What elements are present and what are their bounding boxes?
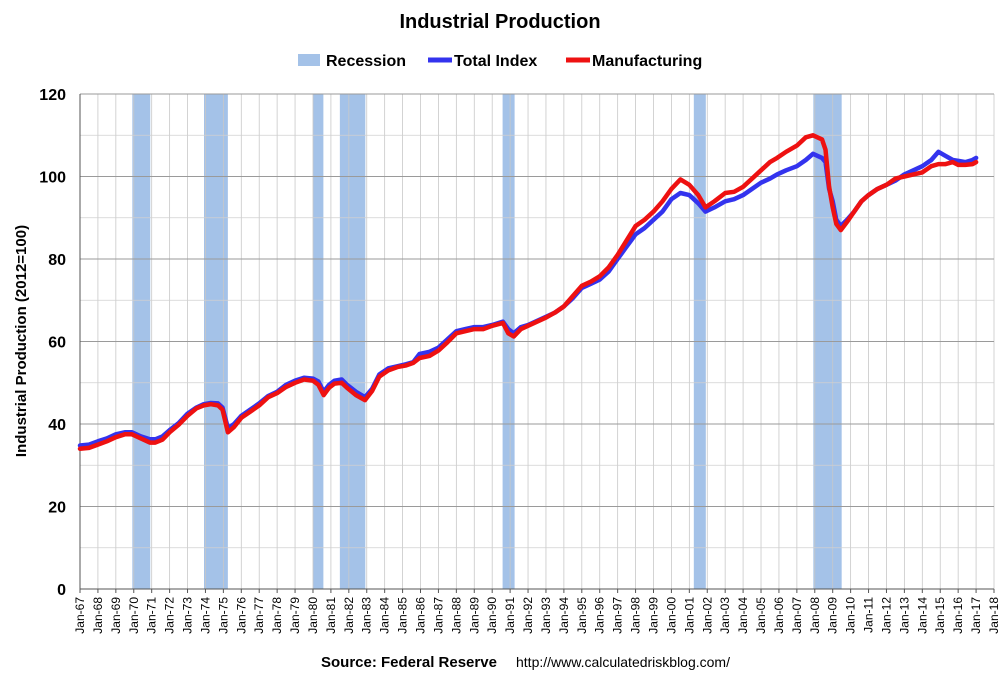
y-tick-labels: 0 20 40 60 80 100 120 (39, 87, 66, 599)
axes (79, 94, 995, 593)
x-tick-label: Jan-84 (378, 597, 392, 634)
x-tick-label: Jan-07 (790, 597, 804, 634)
x-tick-label: Jan-77 (252, 597, 266, 634)
x-tick-label: Jan-14 (915, 597, 929, 634)
x-tick-label: Jan-87 (431, 597, 445, 634)
y-tick-label: 100 (39, 170, 66, 187)
x-tick-label: Jan-02 (700, 597, 714, 634)
x-tick-label: Jan-93 (539, 597, 553, 634)
x-tick-label: Jan-13 (897, 597, 911, 634)
grid-lines (79, 93, 995, 590)
x-tick-label: Jan-81 (324, 597, 338, 634)
x-tick-label: Jan-05 (754, 597, 768, 634)
x-tick-label: Jan-82 (342, 597, 356, 634)
x-tick-label: Jan-96 (593, 597, 607, 634)
x-tick-label: Jan-09 (826, 597, 840, 634)
x-tick-label: Jan-08 (808, 597, 822, 634)
y-tick-label: 60 (48, 335, 66, 352)
x-tick-label: Jan-79 (288, 597, 302, 634)
legend-manufacturing-label: Manufacturing (592, 53, 702, 70)
x-tick-label: Jan-06 (772, 597, 786, 634)
series-line-manufacturing (77, 133, 979, 452)
x-tick-label: Jan-11 (862, 597, 876, 633)
x-tick-label: Jan-78 (270, 597, 284, 634)
x-tick-label: Jan-01 (682, 597, 696, 634)
x-tick-label: Jan-88 (449, 597, 463, 634)
source-url[interactable]: http://www.calculatedriskblog.com/ (516, 654, 730, 670)
x-tick-label: Jan-15 (933, 597, 947, 634)
y-tick-label: 20 (48, 500, 66, 517)
legend-total-index-label: Total Index (454, 53, 537, 70)
x-tick-label: Jan-68 (91, 597, 105, 634)
x-tick-label: Jan-70 (127, 597, 141, 634)
x-tick-label: Jan-00 (664, 597, 678, 634)
y-tick-label: 120 (39, 87, 66, 104)
x-tick-label: Jan-76 (234, 597, 248, 634)
x-tick-labels: Jan-67 Jan-68 Jan-69 Jan-70 Jan-71 Jan-72 Jan-… (73, 597, 1001, 634)
x-tick-label: Jan-10 (844, 597, 858, 634)
x-tick-label: Jan-16 (951, 597, 965, 634)
x-tick-label: Jan-72 (163, 597, 177, 634)
x-tick-label: Jan-98 (629, 597, 643, 634)
x-tick-label: Jan-75 (216, 597, 230, 634)
legend-recession-swatch (298, 54, 320, 66)
x-tick-label: Jan-95 (575, 597, 589, 634)
x-tick-label: Jan-17 (969, 597, 983, 634)
y-tick-label: 80 (48, 252, 66, 269)
x-tick-label: Jan-12 (879, 597, 893, 634)
legend: Recession Total Index Manufacturing (298, 53, 702, 70)
x-tick-label: Jan-92 (521, 597, 535, 634)
x-tick-label: Jan-18 (987, 597, 1001, 634)
y-tick-label: 0 (57, 582, 66, 599)
x-tick-label: Jan-80 (306, 597, 320, 634)
x-tick-label: Jan-90 (485, 597, 499, 634)
data-series (77, 133, 979, 452)
x-tick-label: Jan-74 (198, 597, 212, 634)
x-tick-label: Jan-85 (396, 597, 410, 634)
x-tick-label: Jan-94 (557, 597, 571, 634)
x-tick-label: Jan-99 (646, 597, 660, 634)
x-tick-label: Jan-83 (360, 597, 374, 634)
x-tick-label: Jan-67 (73, 597, 87, 634)
x-tick-label: Jan-04 (736, 597, 750, 634)
x-tick-label: Jan-86 (414, 597, 428, 634)
y-tick-label: 40 (48, 417, 66, 434)
chart-title: Industrial Production (399, 11, 600, 33)
x-tick-label: Jan-03 (718, 597, 732, 634)
x-tick-label: Jan-91 (503, 597, 517, 634)
source-label: Source: Federal Reserve (321, 654, 497, 671)
x-tick-label: Jan-69 (109, 597, 123, 634)
x-tick-label: Jan-97 (611, 597, 625, 634)
y-axis-label: Industrial Production (2012=100) (13, 225, 30, 457)
x-tick-label: Jan-73 (181, 597, 195, 634)
x-tick-label: Jan-71 (145, 597, 159, 634)
legend-recession-label: Recession (326, 53, 406, 70)
x-tick-label: Jan-89 (467, 597, 481, 634)
